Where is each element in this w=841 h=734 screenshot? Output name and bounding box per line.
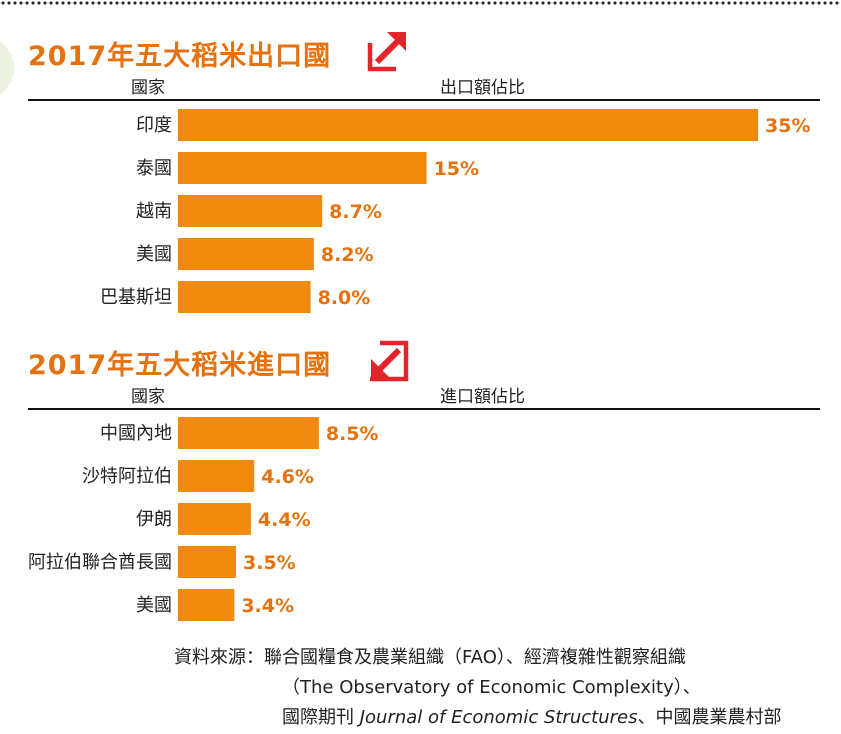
import-category-label-3: 阿拉伯聯合酋長國	[28, 552, 172, 573]
import-value-label-1: 4.6%	[261, 466, 314, 488]
export-bar-0	[178, 109, 758, 141]
import-category-label-1: 沙特阿拉伯	[82, 466, 172, 487]
export-header-rule	[28, 99, 820, 101]
source-line-1: 資料來源：聯合國糧食及農業組織（FAO）、經濟複雜性觀察組織	[174, 643, 834, 673]
import-bar-2	[178, 503, 251, 535]
import-value-label-0: 8.5%	[326, 423, 379, 445]
export-category-label-3: 美國	[136, 244, 172, 265]
export-category-label-0: 印度	[136, 115, 172, 136]
source-text-1: 聯合國糧食及農業組織（FAO）、經濟複雜性觀察組織	[264, 647, 686, 668]
source-text-3a: 國際期刊	[282, 707, 360, 728]
export-category-label-2: 越南	[136, 201, 172, 222]
export-value-label-3: 8.2%	[321, 244, 374, 266]
source-note: 資料來源：聯合國糧食及農業組織（FAO）、經濟複雜性觀察組織 （The Obse…	[174, 643, 834, 733]
export-bar-4	[178, 281, 311, 313]
source-line-3: 國際期刊 Journal of Economic Structures、中國農業…	[174, 703, 834, 733]
import-bar-4	[178, 589, 235, 621]
import-bar-0	[178, 417, 319, 449]
import-value-header: 進口額佔比	[440, 387, 525, 407]
export-value-label-4: 8.0%	[318, 287, 371, 309]
export-category-header: 國家	[131, 78, 165, 98]
import-chart-title: 2017年五大稻米進口國	[28, 350, 332, 381]
export-value-label-1: 15%	[434, 158, 479, 180]
export-category-label-1: 泰國	[136, 158, 172, 179]
import-category-label-2: 伊朗	[136, 509, 172, 530]
export-chart-title: 2017年五大稻米出口國	[28, 41, 332, 72]
export-bar-3	[178, 238, 314, 270]
source-journal-name: Journal of Economic Structures	[359, 707, 638, 728]
import-value-label-4: 3.4%	[241, 595, 294, 617]
export-bar-1	[178, 152, 427, 184]
export-value-label-0: 35%	[765, 115, 810, 137]
import-category-header: 國家	[131, 387, 165, 407]
import-category-label-0: 中國內地	[100, 423, 172, 444]
export-value-header: 出口額佔比	[440, 78, 525, 98]
decorative-green-blob	[0, 40, 14, 96]
source-text-3b: 、中國農業農村部	[637, 707, 782, 728]
import-bar-3	[178, 546, 236, 578]
source-label: 資料來源：	[174, 647, 264, 668]
import-value-label-3: 3.5%	[243, 552, 296, 574]
import-arrow-icon	[366, 339, 410, 383]
import-value-label-2: 4.4%	[258, 509, 311, 531]
export-bar-2	[178, 195, 323, 227]
import-bar-1	[178, 460, 255, 492]
dotted-top-border	[0, 0, 841, 6]
export-arrow-icon	[366, 29, 410, 73]
import-header-rule	[28, 408, 820, 410]
import-category-label-4: 美國	[136, 595, 172, 616]
export-category-label-4: 巴基斯坦	[100, 287, 172, 308]
export-bar-chart: 印度 35% 泰國 15% 越南 8.7% 美國 8.2% 巴基斯坦 8.0%	[100, 109, 810, 313]
import-bar-chart: 中國內地 8.5% 沙特阿拉伯 4.6% 伊朗 4.4% 阿拉伯聯合酋長國 3.5% 美國 3.4…	[28, 417, 379, 621]
source-line-2: （The Observatory of Economic Complexity）…	[282, 677, 701, 698]
export-value-label-2: 8.7%	[329, 201, 382, 223]
